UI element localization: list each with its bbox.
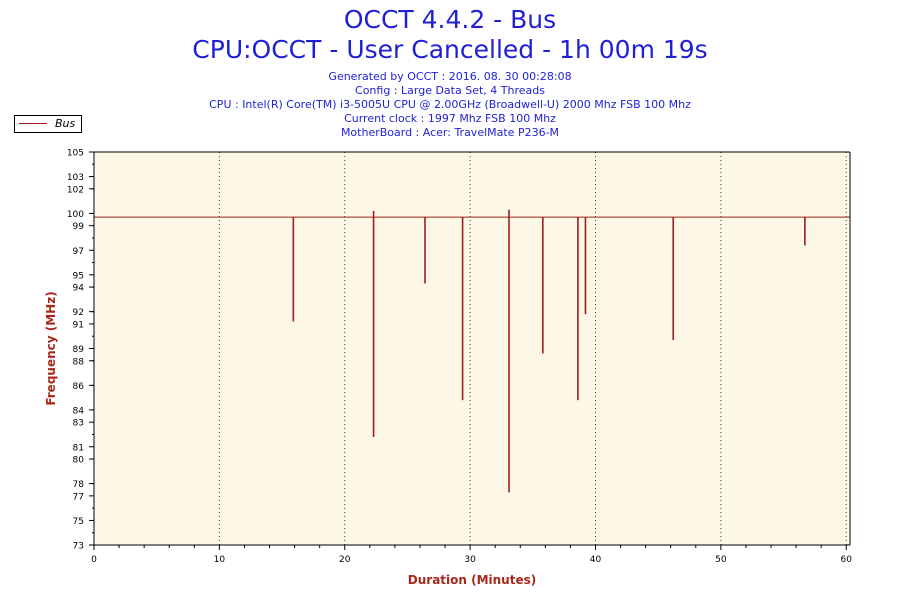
x-tick-label: 20 [339,555,351,565]
x-tick-label: 10 [214,555,226,565]
y-tick-label: 84 [73,406,85,416]
y-tick-label: 77 [73,492,84,502]
y-tick-label: 83 [73,419,84,429]
y-tick-label: 105 [67,149,84,159]
y-tick-label: 102 [67,185,84,195]
y-tick-label: 103 [67,173,84,183]
y-tick-label: 92 [73,308,84,318]
legend-swatch [19,123,47,124]
y-tick-label: 100 [67,210,84,220]
y-tick-label: 75 [73,517,84,527]
x-tick-label: 0 [91,555,97,565]
y-axis-ticks: 73 75 77 78 80 81 83 84 86 88 89 91 92 94 95 97 99 100 102… [67,149,94,552]
info-generated: Generated by OCCT : 2016. 08. 30 00:28:0… [328,70,572,83]
y-tick-label: 94 [73,284,85,294]
chart-title: OCCT 4.4.2 - Bus [343,5,557,34]
y-tick-label: 81 [73,443,84,453]
legend-label: Bus [55,117,76,130]
plot-area [94,152,850,545]
grid [218,152,847,545]
x-axis-ticks: 0 10 20 30 40 50 60 [91,545,852,565]
y-tick-label: 97 [73,247,84,257]
y-tick-label: 99 [73,222,85,232]
chart-subtitle: CPU:OCCT - User Cancelled - 1h 00m 19s [192,35,708,64]
info-current-clock: Current clock : 1997 Mhz FSB 100 Mhz [344,112,556,125]
x-tick-label: 40 [590,555,602,565]
series-bus-events [292,209,806,493]
y-tick-label: 78 [73,480,85,490]
info-config: Config : Large Data Set, 4 Threads [355,84,545,97]
y-tick-label: 95 [73,271,84,281]
x-tick-label: 60 [841,555,853,565]
info-motherboard: MotherBoard : Acer: TravelMate P236-M [340,126,560,139]
x-tick-label: 50 [715,555,727,565]
y-tick-label: 80 [73,456,85,466]
y-tick-label: 88 [73,357,85,367]
y-axis-label: Frequency (MHz) [44,291,58,405]
y-tick-label: 86 [73,382,85,392]
x-tick-label: 30 [464,555,476,565]
legend: Bus [14,115,82,133]
info-cpu: CPU : Intel(R) Core(TM) i3-5005U CPU @ 2… [209,98,691,111]
y-tick-label: 73 [73,542,84,552]
y-tick-label: 89 [73,345,85,355]
y-tick-label: 91 [73,320,84,330]
x-axis-label: Duration (Minutes) [408,573,536,587]
